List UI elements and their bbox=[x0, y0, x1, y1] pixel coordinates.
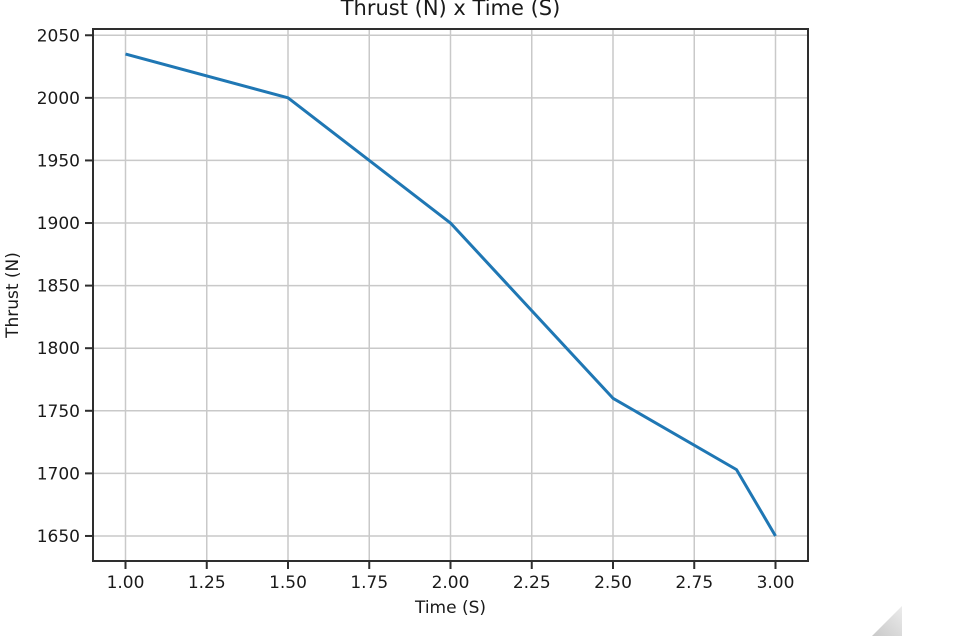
x-tick-label: 1.25 bbox=[188, 573, 226, 593]
x-tick-label: 2.25 bbox=[513, 573, 551, 593]
x-tick-label: 3.00 bbox=[757, 573, 795, 593]
x-axis-label: Time (S) bbox=[414, 598, 487, 618]
y-tick-label: 1650 bbox=[37, 527, 80, 547]
y-tick-label: 1950 bbox=[37, 151, 80, 171]
y-tick-label: 1900 bbox=[37, 214, 80, 234]
y-tick-label: 1700 bbox=[37, 464, 80, 484]
x-tick-label: 2.00 bbox=[432, 573, 470, 593]
y-tick-label: 2000 bbox=[37, 89, 80, 109]
x-tick-label: 1.75 bbox=[350, 573, 388, 593]
y-tick-label: 1850 bbox=[37, 277, 80, 297]
chart-title: Thrust (N) x Time (S) bbox=[340, 0, 561, 20]
series-line-thrust bbox=[125, 52, 777, 537]
y-tick-label: 2050 bbox=[37, 26, 80, 46]
x-tick-label: 2.75 bbox=[675, 573, 713, 593]
y-tick-label: 1800 bbox=[37, 339, 80, 359]
y-tick-label: 1750 bbox=[37, 402, 80, 422]
y-axis-label: Thrust (N) bbox=[3, 252, 23, 338]
x-tick-label: 1.00 bbox=[107, 573, 145, 593]
x-tick-label: 2.50 bbox=[594, 573, 632, 593]
x-tick-label: 1.50 bbox=[269, 573, 307, 593]
axes-spines bbox=[92, 28, 809, 562]
